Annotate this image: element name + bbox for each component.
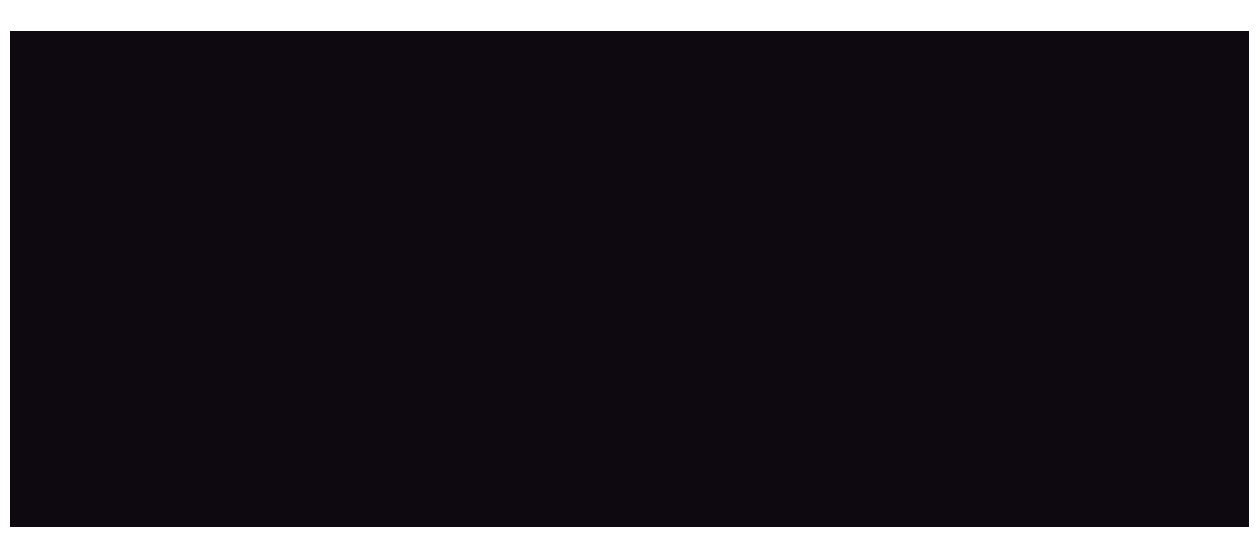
wordcloud-svg [10, 31, 1249, 527]
wordcloud-canvas [10, 31, 1249, 527]
